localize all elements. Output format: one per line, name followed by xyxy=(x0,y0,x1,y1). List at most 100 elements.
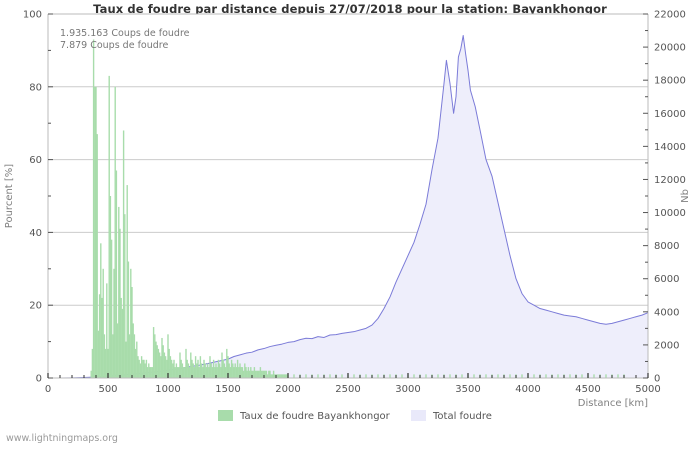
bar xyxy=(92,39,95,378)
legend-swatch[interactable] xyxy=(218,410,233,421)
bar xyxy=(124,214,126,378)
bar xyxy=(150,367,152,378)
bar xyxy=(220,367,222,378)
bar xyxy=(173,359,175,378)
bar xyxy=(194,356,197,378)
bar xyxy=(131,287,133,378)
bar xyxy=(101,297,103,378)
bar xyxy=(146,367,149,378)
bar xyxy=(204,363,206,378)
y2-axis-tick-label: 22000 xyxy=(654,10,686,21)
legend-label[interactable]: Total foudre xyxy=(432,411,492,422)
y-axis-tick-label: 100 xyxy=(23,10,42,21)
bar xyxy=(241,367,244,378)
bar xyxy=(377,374,379,378)
bar xyxy=(145,359,148,378)
y2-axis-tick-label: 6000 xyxy=(654,274,679,285)
bar xyxy=(353,374,355,378)
bar xyxy=(148,363,150,378)
bar xyxy=(108,75,110,378)
bar xyxy=(244,363,246,378)
bar xyxy=(122,130,125,378)
bar xyxy=(425,374,427,378)
bar xyxy=(192,363,194,378)
bar xyxy=(152,327,155,378)
bar xyxy=(216,367,218,378)
x-axis-tick-label: 500 xyxy=(98,384,117,395)
bar xyxy=(115,170,118,378)
bar xyxy=(341,374,343,378)
bar xyxy=(266,374,269,378)
y-axis-tick-label: 80 xyxy=(29,82,42,93)
bar xyxy=(103,334,106,378)
bar xyxy=(205,367,208,378)
bar xyxy=(271,374,274,378)
bar xyxy=(121,308,124,378)
bar xyxy=(133,334,136,378)
bar xyxy=(119,228,121,378)
bar xyxy=(209,356,211,378)
annotation-count-label: 7.879 Coups de foudre xyxy=(60,40,168,51)
page-title: Taux de foudre par distance depuis 27/07… xyxy=(93,2,607,16)
bar xyxy=(259,367,262,378)
y-axis-right: 0 2000 4000 6000 8000 10000 12000 14000 16000 180… xyxy=(643,10,691,385)
bar xyxy=(233,367,235,378)
bar xyxy=(293,374,295,378)
bar xyxy=(208,367,210,378)
bar xyxy=(175,363,178,378)
bar xyxy=(179,352,181,378)
bar xyxy=(265,370,268,378)
bar xyxy=(449,374,451,378)
bar xyxy=(98,294,101,378)
bar xyxy=(413,374,415,378)
bar xyxy=(268,370,270,378)
bar xyxy=(154,334,156,378)
bar xyxy=(200,363,203,378)
x-axis-title: Distance [km] xyxy=(578,398,648,409)
bar xyxy=(120,297,122,378)
bar xyxy=(187,363,190,378)
y-axis-tick-label: 60 xyxy=(29,155,42,166)
bar xyxy=(188,367,191,378)
y2-axis-tick-label: 16000 xyxy=(654,109,686,120)
bar xyxy=(222,359,224,378)
chart-legend: Taux de foudre Bayankhongor Total foudre xyxy=(218,410,492,422)
bar xyxy=(251,370,253,378)
legend-swatch[interactable] xyxy=(411,410,426,421)
bar xyxy=(221,352,223,378)
bar xyxy=(199,356,202,378)
bar xyxy=(178,367,180,378)
bar xyxy=(232,363,234,378)
y2-axis-tick-label: 2000 xyxy=(654,340,679,351)
bar xyxy=(196,363,198,378)
bar xyxy=(276,374,278,378)
bar xyxy=(270,374,272,378)
bar xyxy=(136,341,138,378)
bar xyxy=(240,367,242,378)
bar xyxy=(130,268,132,378)
y2-axis-tick-label: 0 xyxy=(654,374,660,385)
legend-label[interactable]: Taux de foudre Bayankhongor xyxy=(239,411,391,422)
total-foudre-area-fill xyxy=(48,35,648,378)
bar xyxy=(163,352,166,378)
y-axis-title: Pourcent [%] xyxy=(4,164,15,229)
bar xyxy=(155,341,157,378)
y2-axis-tick-label: 20000 xyxy=(654,43,686,54)
bar xyxy=(228,363,230,378)
bar xyxy=(186,359,188,378)
bar xyxy=(197,359,199,378)
bar xyxy=(557,374,559,378)
bar xyxy=(138,359,140,378)
bar xyxy=(137,356,139,378)
bar xyxy=(156,345,158,378)
bar xyxy=(258,370,260,378)
bar xyxy=(226,348,228,378)
y-axis-tick-label: 20 xyxy=(29,301,42,312)
bar xyxy=(286,374,288,378)
bar xyxy=(569,374,571,378)
bar xyxy=(157,348,160,378)
bar xyxy=(260,370,263,378)
bar xyxy=(274,374,276,378)
bar xyxy=(166,359,168,378)
